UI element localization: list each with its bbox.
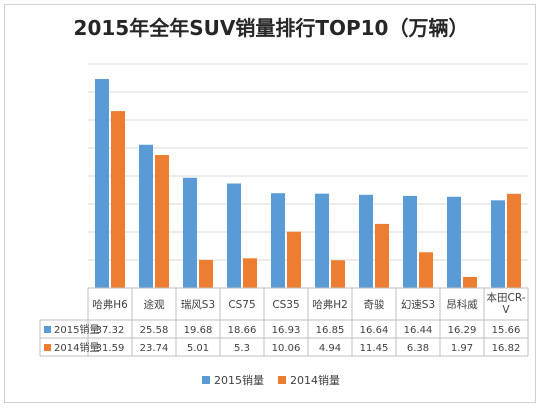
data-label: 4.94: [319, 343, 341, 354]
data-label: 11.45: [360, 343, 389, 354]
data-label: 1.97: [451, 343, 473, 354]
bar-2015: [491, 200, 505, 288]
data-label: 16.93: [272, 325, 301, 336]
data-label: 5.01: [187, 343, 209, 354]
legend-swatch: [278, 376, 286, 384]
x-tick-label: 奇骏: [364, 298, 385, 311]
bar-2014: [199, 259, 213, 288]
data-label: 16.82: [492, 343, 521, 354]
data-label: 16.29: [448, 325, 477, 336]
data-label: 31.59: [96, 343, 125, 354]
legend-label: 2014销量: [290, 374, 340, 387]
data-label: 10.06: [272, 343, 301, 354]
table-series-name: 2014销量: [54, 341, 99, 354]
x-tick-label: 昂科威: [446, 298, 478, 311]
table-legend-key: [44, 344, 51, 351]
bar-2014: [507, 193, 521, 288]
table-series-name: 2015销量: [54, 323, 99, 336]
bar-2014: [419, 252, 433, 288]
x-tick-label: 幻速S3: [401, 298, 435, 311]
legend-item: 2015销量: [202, 372, 264, 388]
x-tick-label: 哈弗H2: [312, 298, 348, 311]
bar-2015: [315, 193, 329, 288]
x-tick-label: 途观: [144, 298, 165, 311]
bar-2015: [359, 194, 373, 288]
chart-title: 2015年全年SUV销量排行TOP10（万辆）: [73, 16, 469, 40]
legend: 2015销量 2014销量: [0, 372, 542, 388]
bar-2015: [95, 79, 109, 289]
data-label: 37.32: [96, 325, 125, 336]
bar-2014: [331, 260, 345, 288]
bar-2014: [463, 276, 477, 288]
bar-2014: [243, 258, 257, 288]
x-tick-label: CS75: [228, 299, 255, 311]
legend-item: 2014销量: [278, 372, 340, 388]
legend-label: 2015销量: [214, 374, 264, 387]
data-label: 19.68: [184, 325, 213, 336]
data-label: 18.66: [228, 325, 257, 336]
bar-2014: [375, 223, 389, 288]
data-label: 16.85: [316, 325, 345, 336]
legend-swatch: [202, 376, 210, 384]
bar-2015: [139, 144, 153, 288]
data-label: 23.74: [140, 343, 169, 354]
bar-2014: [111, 111, 125, 288]
bar-2015: [447, 196, 461, 288]
table-legend-key: [44, 326, 51, 333]
data-label: 16.64: [360, 325, 389, 336]
bar-2015: [227, 183, 241, 288]
x-tick-label: 瑞风S3: [181, 299, 215, 311]
data-label: 15.66: [492, 325, 521, 336]
x-tick-label: 哈弗H6: [92, 298, 128, 311]
bar-2015: [403, 195, 417, 288]
bar-2014: [287, 231, 301, 288]
x-tick-label: 本田CR-V: [487, 291, 526, 316]
bar-2015: [271, 193, 285, 288]
bar-2015: [183, 177, 197, 288]
bar-2014: [155, 155, 169, 288]
data-label: 16.44: [404, 325, 433, 336]
data-label: 5.3: [234, 343, 250, 354]
data-label: 6.38: [407, 343, 429, 354]
data-label: 25.58: [140, 325, 169, 336]
x-tick-label: CS35: [272, 299, 299, 311]
